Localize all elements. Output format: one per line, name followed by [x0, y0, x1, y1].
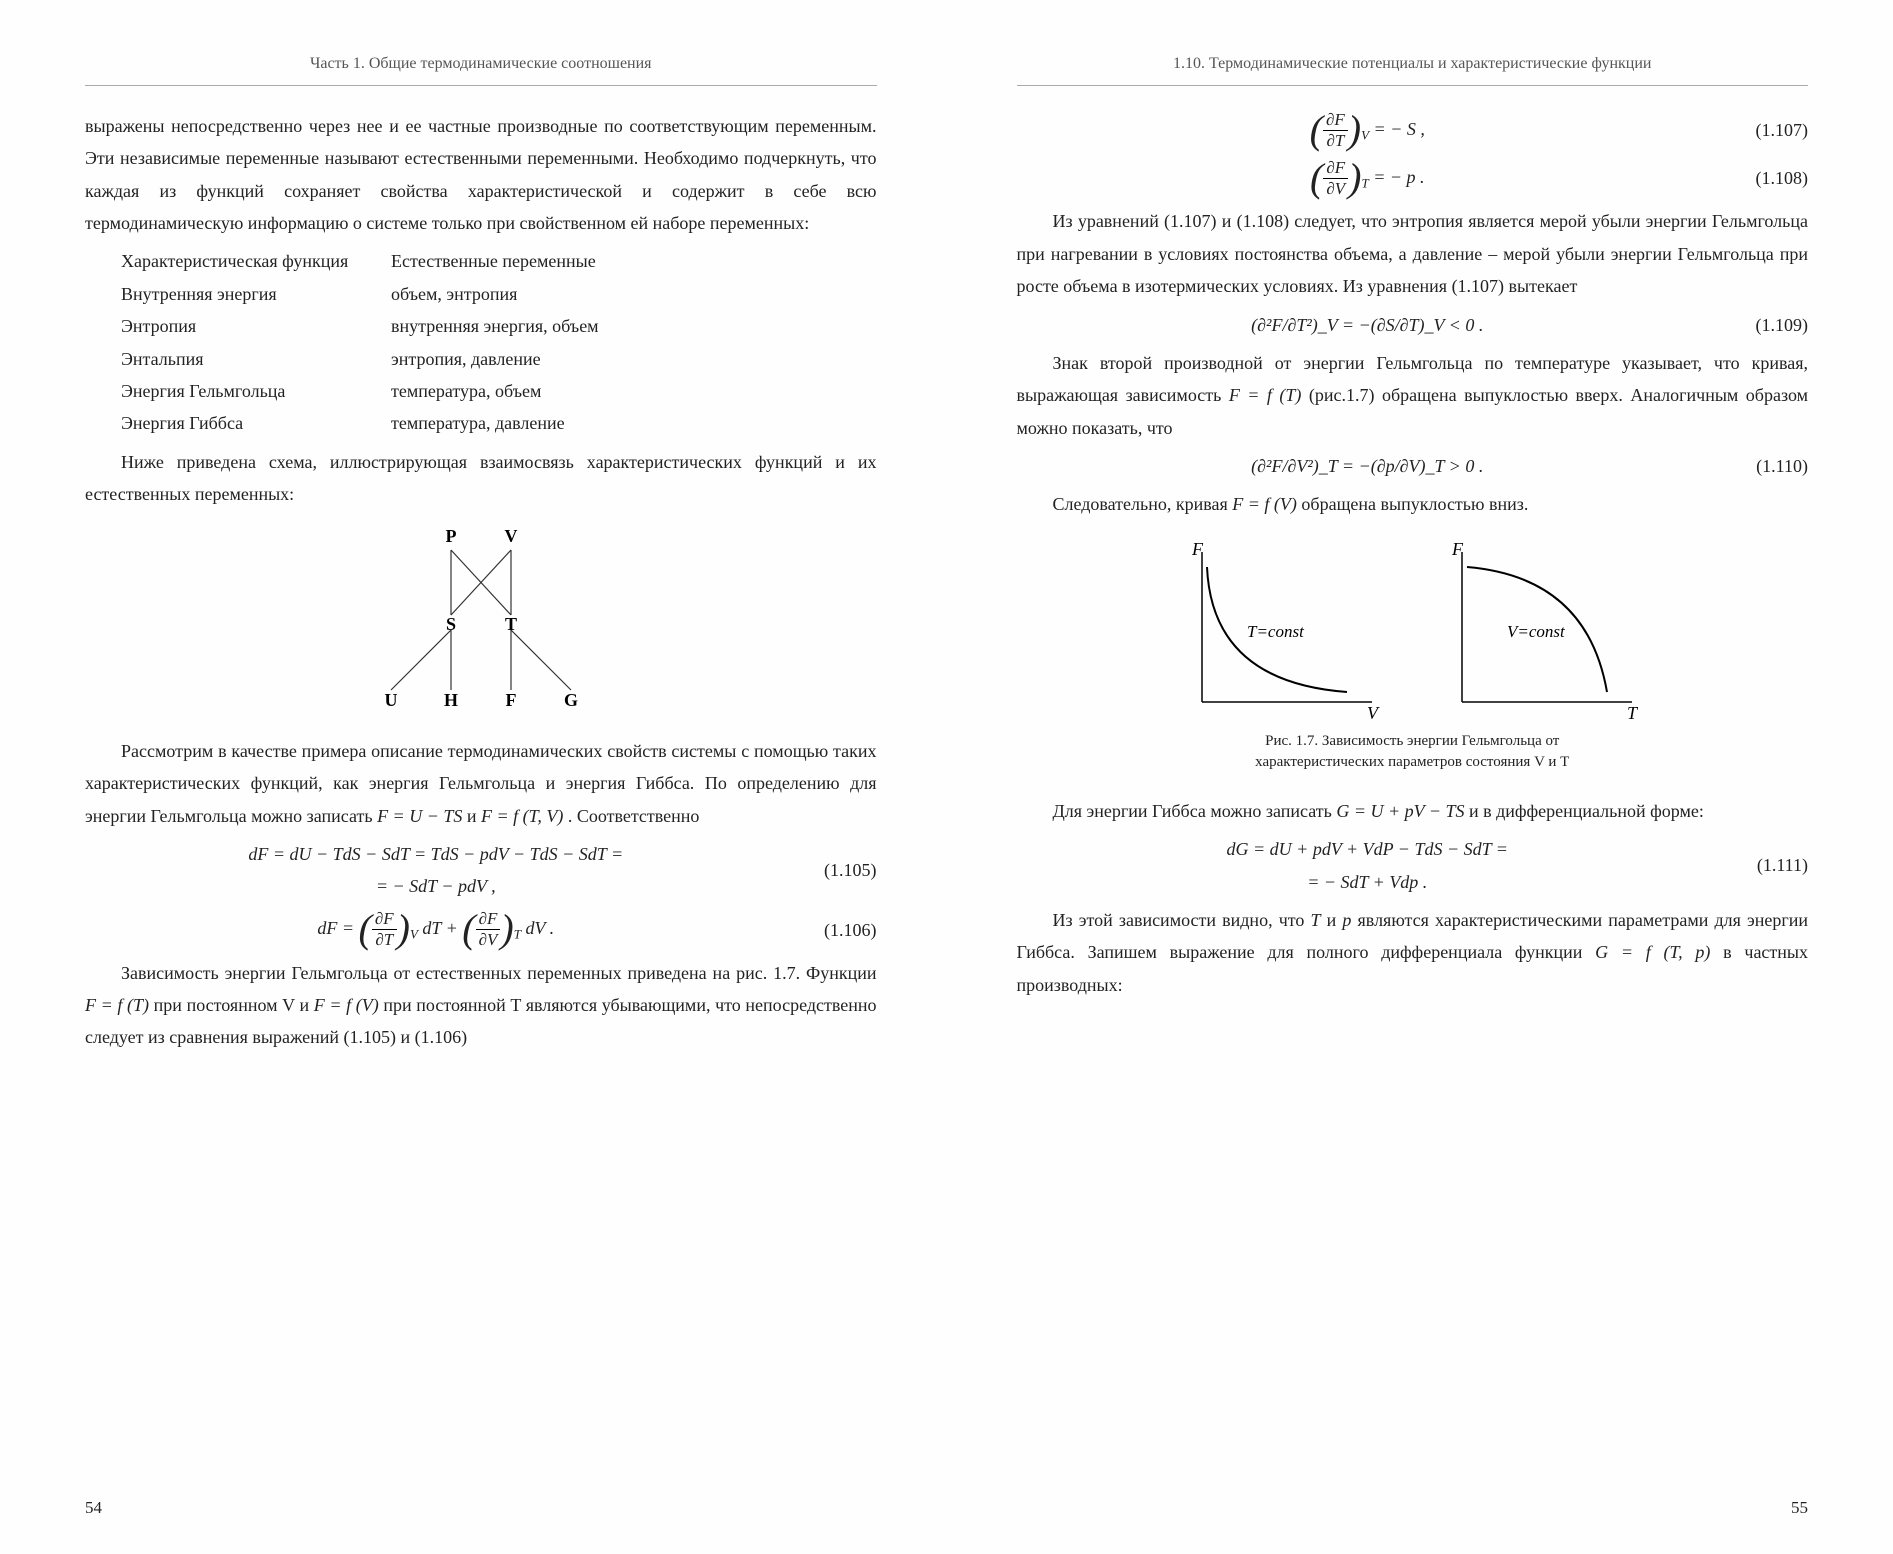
table-row: Энтропия внутренняя энергия, объем	[121, 310, 877, 342]
node-u: U	[384, 690, 397, 710]
para-r1: Из уравнений (1.107) и (1.108) следует, …	[1017, 205, 1809, 302]
table-row: Энергия Гиббса температура, давление	[121, 407, 877, 439]
eq-num-1-108: (1.108)	[1718, 162, 1808, 194]
equation-1-110: (∂²F/∂V²)_T = −(∂p/∂V)_T > 0 . (1.110)	[1017, 450, 1809, 482]
svg-text:F: F	[1191, 539, 1204, 559]
table-header-row: Характеристическая функция Естественные …	[121, 245, 877, 277]
equation-1-111: dG = dU + pdV + VdP − TdS − SdT = = − Sd…	[1017, 833, 1809, 898]
right-header: 1.10. Термодинамические потенциалы и хар…	[1017, 50, 1809, 86]
para-r5: Из этой зависимости видно, что T и p явл…	[1017, 904, 1809, 1001]
svg-text:F: F	[1451, 539, 1464, 559]
svg-text:T: T	[1627, 703, 1639, 723]
figure-caption: Рис. 1.7. Зависимость энергии Гельмгольц…	[1017, 731, 1809, 773]
math-f-u-ts: F = U − TS	[377, 806, 462, 826]
equation-1-108: (∂F∂V)T = − p . (1.108)	[1017, 158, 1809, 200]
para-2: Ниже приведена схема, иллюстрирующая вза…	[85, 446, 877, 511]
node-p: P	[445, 526, 456, 546]
eq-num-1-107: (1.107)	[1718, 114, 1808, 146]
thermodynamic-diagram: P V S T U H F G	[85, 520, 877, 720]
math-f-ftv: F = f (T, V)	[481, 806, 563, 826]
para-r2: Знак второй производной от энергии Гельм…	[1017, 347, 1809, 444]
node-t: T	[505, 614, 517, 634]
svg-text:V: V	[1367, 703, 1380, 723]
para-1: выражены непосредственно через нее и ее …	[85, 110, 877, 240]
equation-1-106: dF = (∂F∂T)V dT + (∂F∂V)T dV . (1.106)	[85, 909, 877, 951]
node-g: G	[564, 690, 578, 710]
right-page: 1.10. Термодинамические потенциалы и хар…	[947, 0, 1893, 1554]
graph-f-t: F T V=const	[1432, 537, 1652, 727]
eq-num-1-105: (1.105)	[787, 854, 877, 886]
node-f: F	[505, 690, 516, 710]
left-page: Часть 1. Общие термодинамические соотнош…	[0, 0, 947, 1554]
table-row: Энергия Гельмгольца температура, объем	[121, 375, 877, 407]
math-f-ft: F = f (T)	[85, 995, 149, 1015]
svg-text:V=const: V=const	[1507, 622, 1566, 641]
svg-text:T=const: T=const	[1247, 622, 1305, 641]
th-vars: Естественные переменные	[391, 245, 877, 277]
equation-1-107: (∂F∂T)V = − S , (1.107)	[1017, 110, 1809, 152]
eq-num-1-109: (1.109)	[1718, 309, 1808, 341]
para-3: Рассмотрим в качестве примера описание т…	[85, 735, 877, 832]
characteristic-functions-table: Характеристическая функция Естественные …	[121, 245, 877, 439]
right-page-number: 55	[1791, 1493, 1808, 1524]
node-h: H	[444, 690, 458, 710]
table-row: Внутренняя энергия объем, энтропия	[121, 278, 877, 310]
node-s: S	[446, 614, 456, 634]
left-page-number: 54	[85, 1493, 102, 1524]
eq-num-1-106: (1.106)	[787, 914, 877, 946]
eq-num-1-111: (1.111)	[1718, 849, 1808, 881]
equation-1-109: (∂²F/∂T²)_V = −(∂S/∂T)_V < 0 . (1.109)	[1017, 309, 1809, 341]
math-f-fv: F = f (V)	[314, 995, 379, 1015]
equation-1-105: dF = dU − TdS − SdT = TdS − pdV − TdS − …	[85, 838, 877, 903]
para-4: Зависимость энергии Гельмгольца от естес…	[85, 957, 877, 1054]
para-r4: Для энергии Гиббса можно записать G = U …	[1017, 795, 1809, 827]
graph-f-v: F V T=const	[1172, 537, 1392, 727]
figure-1-7: F V T=const F T V=const	[1017, 537, 1809, 727]
book-spread: Часть 1. Общие термодинамические соотнош…	[0, 0, 1893, 1554]
left-header: Часть 1. Общие термодинамические соотнош…	[85, 50, 877, 86]
table-row: Энтальпия энтропия, давление	[121, 343, 877, 375]
eq-num-1-110: (1.110)	[1718, 450, 1808, 482]
th-func: Характеристическая функция	[121, 245, 391, 277]
node-v: V	[504, 526, 517, 546]
para-r3: Следовательно, кривая F = f (V) обращена…	[1017, 488, 1809, 520]
